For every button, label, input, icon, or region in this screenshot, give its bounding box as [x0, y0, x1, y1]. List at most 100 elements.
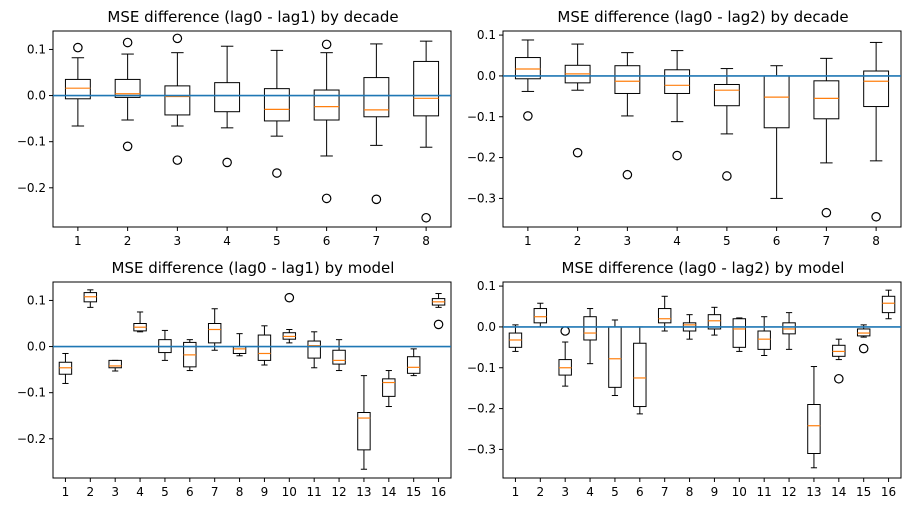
x-tick-label: 14	[831, 485, 846, 499]
x-tick-label: 7	[373, 234, 381, 248]
panel-title: MSE difference (lag0 - lag1) by decade	[107, 8, 398, 26]
x-tick-label: 6	[323, 234, 331, 248]
outlier-point	[433, 319, 444, 330]
panel-decade-lag2: MSE difference (lag0 - lag2) by decade 0…	[467, 8, 902, 248]
x-tick-label: 4	[223, 234, 231, 248]
box-iqr	[357, 412, 371, 451]
box-9	[707, 306, 722, 336]
outlier-point	[523, 111, 533, 121]
box-12	[332, 339, 346, 372]
x-tick-label: 11	[307, 485, 322, 499]
outlier-point	[421, 212, 431, 223]
box-2	[83, 289, 98, 308]
axes-frame	[502, 30, 902, 228]
box-iqr	[832, 344, 846, 357]
outlier-point	[871, 211, 881, 222]
box-4	[583, 308, 597, 365]
y-tick-label: 0.1	[477, 279, 496, 293]
panel-decade-lag1: MSE difference (lag0 - lag1) by decade 0…	[17, 8, 452, 248]
y-tick-label: −0.3	[467, 191, 496, 205]
outlier-point	[672, 150, 682, 161]
y-tick-label: −0.1	[467, 361, 496, 375]
axes-frame	[502, 281, 902, 479]
x-tick-label: 10	[732, 485, 747, 499]
outlier-point	[284, 292, 295, 303]
box-iqr	[64, 78, 91, 100]
x-tick-label: 15	[856, 485, 871, 499]
outlier-point	[172, 33, 183, 44]
outlier-point	[722, 171, 732, 181]
box-8	[413, 40, 440, 223]
box-iqr	[413, 60, 440, 117]
box-3	[558, 326, 572, 387]
y-tick-label: −0.2	[467, 402, 496, 416]
x-tick-label: 5	[273, 234, 281, 248]
y-tick-label: 0.1	[27, 42, 46, 56]
box-14	[832, 338, 846, 384]
box-5	[263, 49, 290, 178]
box-15	[856, 324, 871, 354]
x-tick-label: 16	[431, 485, 446, 499]
axes-frame	[52, 281, 452, 479]
x-tick-label: 3	[111, 485, 119, 499]
x-tick-label: 3	[624, 234, 632, 248]
box-1	[58, 352, 73, 384]
box-11	[307, 331, 321, 369]
box-3	[108, 359, 122, 372]
x-tick-label: 3	[561, 485, 569, 499]
panel-model-lag1: MSE difference (lag0 - lag1) by model 0.…	[17, 259, 452, 499]
box-iqr	[633, 342, 647, 408]
x-tick-label: 13	[356, 485, 371, 499]
box-14	[382, 370, 396, 408]
y-tick-label: −0.3	[467, 442, 496, 456]
x-tick-label: 10	[282, 485, 297, 499]
x-tick-label: 14	[381, 485, 396, 499]
box-iqr	[257, 334, 272, 361]
x-tick-label: 8	[872, 234, 880, 248]
x-tick-label: 4	[136, 485, 144, 499]
x-tick-label: 16	[881, 485, 896, 499]
x-tick-label: 2	[536, 485, 544, 499]
box-6	[183, 339, 197, 372]
box-4	[133, 311, 147, 333]
box-iqr	[363, 77, 390, 118]
x-tick-label: 8	[422, 234, 430, 248]
box-iqr	[214, 82, 241, 113]
outlier-point	[622, 169, 633, 180]
outlier-point	[122, 141, 133, 152]
axes-frame	[52, 30, 452, 228]
x-tick-label: 6	[186, 485, 194, 499]
panel-title: MSE difference (lag0 - lag2) by decade	[557, 8, 848, 26]
panel-title: MSE difference (lag0 - lag1) by model	[112, 259, 395, 277]
box-iqr	[406, 356, 421, 374]
x-tick-label: 4	[586, 485, 594, 499]
box-iqr	[807, 404, 821, 454]
box-6	[313, 39, 340, 204]
x-tick-label: 9	[711, 485, 719, 499]
box-2	[114, 37, 141, 152]
x-tick-label: 3	[174, 234, 182, 248]
box-8	[232, 333, 247, 357]
box-iqr	[614, 65, 641, 94]
box-13	[807, 366, 821, 469]
box-iqr	[881, 295, 896, 314]
x-tick-label: 1	[74, 234, 82, 248]
outlier-point	[321, 193, 332, 204]
box-5	[713, 68, 740, 181]
x-tick-label: 1	[524, 234, 532, 248]
x-tick-label: 5	[611, 485, 619, 499]
y-tick-label: −0.2	[17, 181, 46, 195]
y-tick-label: 0.0	[27, 89, 46, 103]
box-iqr	[583, 316, 597, 341]
box-iqr	[307, 340, 321, 359]
outlier-point	[122, 37, 133, 48]
box-8	[863, 41, 890, 222]
x-tick-label: 7	[823, 234, 831, 248]
box-iqr	[657, 308, 672, 324]
panel-title: MSE difference (lag0 - lag2) by model	[562, 259, 845, 277]
box-iqr	[707, 314, 722, 330]
x-tick-label: 2	[86, 485, 94, 499]
box-iqr	[757, 330, 771, 350]
